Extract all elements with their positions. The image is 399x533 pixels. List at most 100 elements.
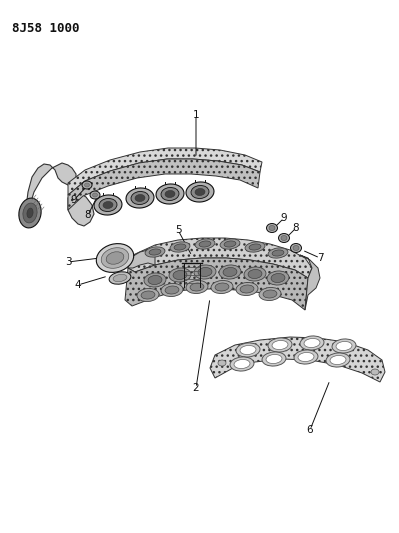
Ellipse shape: [268, 248, 288, 258]
Ellipse shape: [141, 291, 155, 299]
Ellipse shape: [268, 338, 292, 352]
Ellipse shape: [281, 236, 287, 240]
Ellipse shape: [272, 341, 288, 350]
Polygon shape: [128, 238, 312, 278]
Text: 7: 7: [317, 253, 323, 263]
Ellipse shape: [169, 268, 191, 282]
Text: 2: 2: [193, 383, 200, 393]
Ellipse shape: [248, 270, 262, 279]
Ellipse shape: [240, 285, 254, 293]
Ellipse shape: [194, 265, 216, 279]
Ellipse shape: [90, 191, 100, 199]
Polygon shape: [68, 159, 260, 210]
Ellipse shape: [269, 225, 275, 230]
Ellipse shape: [174, 244, 186, 250]
Text: 8J58 1000: 8J58 1000: [12, 22, 79, 35]
Ellipse shape: [271, 273, 285, 282]
Ellipse shape: [113, 274, 127, 281]
Ellipse shape: [236, 282, 258, 295]
Ellipse shape: [293, 246, 299, 251]
Ellipse shape: [245, 242, 265, 252]
Ellipse shape: [234, 359, 250, 368]
Text: 6: 6: [307, 425, 313, 435]
Ellipse shape: [267, 271, 289, 285]
Ellipse shape: [137, 288, 159, 302]
Ellipse shape: [144, 273, 166, 287]
Ellipse shape: [109, 272, 131, 284]
Ellipse shape: [290, 244, 302, 253]
Ellipse shape: [300, 336, 324, 350]
Ellipse shape: [198, 268, 212, 277]
Ellipse shape: [135, 195, 145, 201]
Ellipse shape: [94, 195, 122, 215]
Ellipse shape: [330, 356, 346, 365]
Ellipse shape: [131, 191, 149, 205]
Ellipse shape: [244, 267, 266, 281]
Ellipse shape: [218, 360, 226, 366]
Text: 5: 5: [175, 225, 181, 235]
Ellipse shape: [99, 198, 117, 212]
Ellipse shape: [332, 339, 356, 353]
Ellipse shape: [101, 248, 129, 268]
Text: 1: 1: [193, 110, 200, 120]
Polygon shape: [125, 258, 308, 310]
Ellipse shape: [19, 198, 41, 228]
Ellipse shape: [272, 250, 284, 256]
Ellipse shape: [165, 286, 179, 294]
Ellipse shape: [106, 252, 124, 264]
Ellipse shape: [267, 223, 277, 232]
Ellipse shape: [195, 189, 205, 196]
Ellipse shape: [190, 283, 204, 291]
Ellipse shape: [220, 239, 240, 249]
Ellipse shape: [304, 338, 320, 348]
Ellipse shape: [103, 201, 113, 208]
Ellipse shape: [371, 369, 379, 375]
Ellipse shape: [223, 268, 237, 277]
Ellipse shape: [161, 188, 179, 200]
Ellipse shape: [145, 247, 165, 257]
Ellipse shape: [230, 357, 254, 371]
Ellipse shape: [259, 287, 281, 301]
Ellipse shape: [326, 353, 350, 367]
Text: 3: 3: [65, 257, 71, 267]
Text: 9: 9: [71, 195, 77, 205]
Ellipse shape: [224, 241, 236, 247]
Ellipse shape: [294, 350, 318, 364]
Ellipse shape: [148, 276, 162, 285]
Ellipse shape: [126, 188, 154, 208]
Polygon shape: [26, 163, 94, 226]
Ellipse shape: [195, 239, 215, 249]
Ellipse shape: [266, 354, 282, 364]
Text: 9: 9: [280, 213, 287, 223]
Ellipse shape: [191, 185, 209, 198]
Ellipse shape: [215, 283, 229, 291]
Ellipse shape: [249, 244, 261, 250]
Ellipse shape: [173, 270, 187, 279]
Ellipse shape: [170, 242, 190, 252]
Ellipse shape: [219, 265, 241, 279]
Ellipse shape: [186, 280, 208, 294]
Ellipse shape: [186, 182, 214, 202]
Ellipse shape: [93, 193, 97, 197]
Text: 4: 4: [75, 280, 81, 290]
Ellipse shape: [236, 343, 260, 357]
Ellipse shape: [263, 290, 277, 298]
Ellipse shape: [23, 203, 37, 223]
Ellipse shape: [27, 208, 33, 218]
Ellipse shape: [240, 345, 256, 354]
Polygon shape: [300, 255, 320, 310]
Polygon shape: [68, 148, 262, 195]
Ellipse shape: [96, 244, 134, 272]
Ellipse shape: [199, 241, 211, 247]
Ellipse shape: [161, 284, 183, 296]
Ellipse shape: [149, 249, 161, 255]
Ellipse shape: [279, 233, 290, 243]
Polygon shape: [128, 250, 155, 268]
Ellipse shape: [211, 280, 233, 294]
Ellipse shape: [156, 184, 184, 204]
Ellipse shape: [262, 352, 286, 366]
Ellipse shape: [165, 190, 175, 198]
Ellipse shape: [336, 342, 352, 351]
Polygon shape: [210, 337, 385, 382]
Ellipse shape: [82, 181, 92, 189]
